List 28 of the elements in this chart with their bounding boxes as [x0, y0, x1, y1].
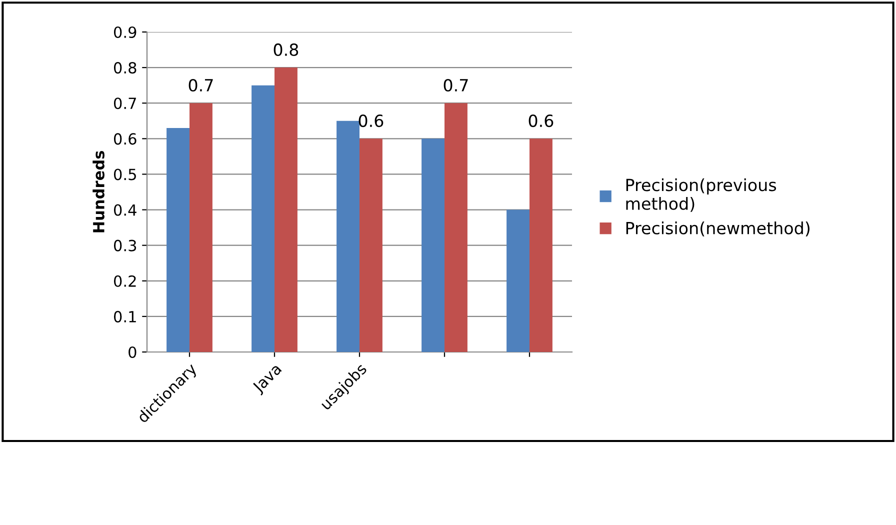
bar	[506, 210, 530, 352]
bar	[422, 138, 444, 352]
data-label: 0.8	[274, 43, 298, 56]
bar	[166, 128, 190, 352]
bar	[274, 68, 298, 352]
legend-label: Precision(newmethod)	[626, 222, 810, 236]
bar	[336, 120, 360, 352]
y-tick-label: 0.5	[114, 168, 136, 180]
bar	[360, 138, 382, 352]
y-axis-title: Hundreds	[92, 151, 104, 232]
bar	[530, 138, 552, 352]
y-tick-label: 0.6	[114, 133, 136, 145]
y-tick-label: 0.3	[114, 240, 136, 252]
data-label: 0.6	[358, 114, 384, 128]
bar	[252, 85, 274, 352]
legend-label: Precision(previous method)	[626, 178, 776, 212]
data-label: 0.6	[528, 114, 554, 128]
y-tick-label: 0.2	[114, 275, 136, 287]
y-tick-label: 0.4	[114, 204, 136, 216]
y-tick-label: 0.7	[114, 98, 136, 110]
data-label: 0.7	[444, 78, 468, 92]
bar	[444, 103, 468, 352]
y-tick-label: 0.1	[114, 310, 136, 322]
y-tick-label: 0.9	[114, 26, 136, 38]
bar	[190, 103, 212, 352]
y-tick-label: 0.8	[114, 62, 136, 74]
data-label: 0.7	[188, 78, 213, 92]
y-tick-label: 0	[128, 346, 136, 358]
